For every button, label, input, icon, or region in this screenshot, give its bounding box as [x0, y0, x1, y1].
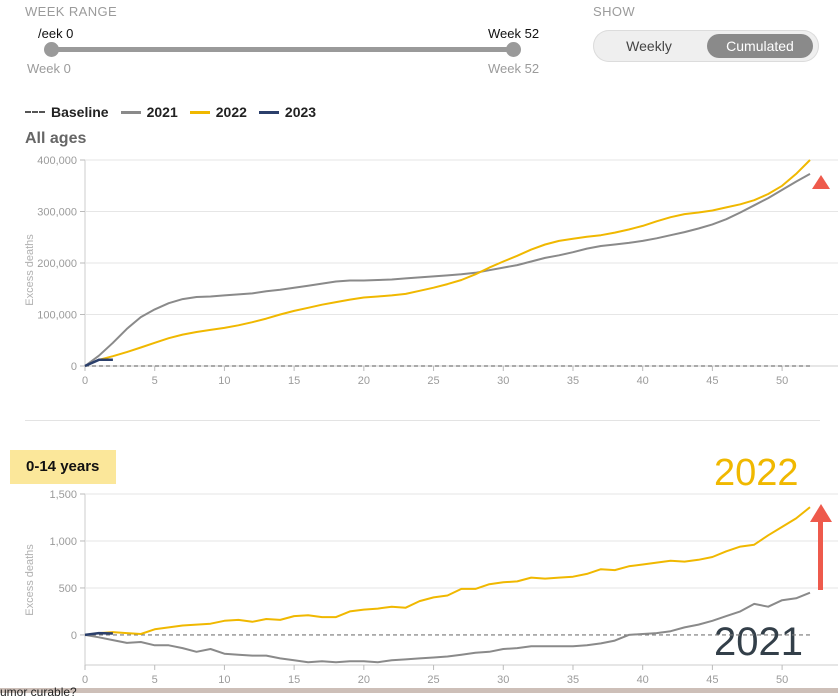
annotation-2021: 2021 [714, 620, 803, 664]
legend-swatch-2021 [120, 110, 141, 114]
x-tick-label: 35 [567, 674, 579, 686]
legend-item-2022[interactable]: 2022 [189, 104, 247, 120]
y-tick-label: 1,500 [49, 489, 77, 501]
legend-label: 2021 [146, 104, 178, 120]
toggle-cumulated[interactable]: Cumulated [707, 34, 813, 58]
x-tick-label: 10 [218, 375, 230, 387]
legend-item-2021[interactable]: 2021 [120, 104, 178, 120]
x-tick-label: 35 [567, 375, 579, 387]
x-tick-label: 45 [706, 375, 718, 387]
y-tick-label: 1,000 [49, 536, 77, 548]
legend: Baseline 2021 2022 2023 [25, 104, 316, 120]
slider-left-handle[interactable] [44, 42, 59, 57]
y-tick-label: 300,000 [37, 207, 77, 219]
annotation-2022: 2022 [714, 452, 799, 494]
series-line-2022 [98, 506, 811, 635]
x-tick-label: 20 [358, 674, 370, 686]
y-tick-label: 100,000 [37, 310, 77, 322]
x-tick-label: 15 [288, 674, 300, 686]
x-tick-label: 40 [637, 674, 649, 686]
chart1-title: All ages [25, 130, 87, 147]
x-tick-label: 40 [637, 375, 649, 387]
y-tick-label: 500 [59, 583, 77, 595]
x-tick-label: 50 [776, 674, 788, 686]
x-tick-label: 0 [82, 674, 88, 686]
y-tick-label: 0 [71, 361, 77, 373]
legend-item-2023[interactable]: 2023 [258, 104, 317, 120]
series-line-2023 [84, 358, 113, 368]
bottom-strip [0, 688, 838, 693]
show-label: SHOW [593, 4, 636, 19]
toggle-weekly[interactable]: Weekly [626, 38, 672, 54]
y-tick-label: 200,000 [37, 258, 77, 270]
legend-swatch-2022 [189, 110, 210, 114]
slider-left-value: /eek 0 [38, 26, 74, 41]
series-line-2021 [84, 173, 811, 367]
x-tick-label: 50 [776, 375, 788, 387]
week-range-slider-track[interactable] [51, 47, 514, 52]
y-tick-label: 0 [71, 630, 77, 642]
x-tick-label: 25 [427, 375, 439, 387]
slider-right-value: Week 52 [488, 26, 540, 41]
y-tick-label: 400,000 [37, 155, 77, 167]
y-axis-label: Excess deaths [24, 234, 36, 306]
x-tick-label: 5 [152, 674, 158, 686]
week-range-label: WEEK RANGE [25, 4, 118, 19]
series-line-2023 [84, 631, 113, 637]
slider-right-handle[interactable] [506, 42, 521, 57]
x-tick-label: 10 [218, 674, 230, 686]
slider-left-sub: Week 0 [27, 61, 71, 76]
x-tick-label: 5 [152, 375, 158, 387]
x-tick-label: 25 [427, 674, 439, 686]
legend-swatch-baseline [25, 111, 45, 113]
x-tick-label: 30 [497, 674, 509, 686]
x-tick-label: 20 [358, 375, 370, 387]
long-up-arrow-icon [810, 504, 832, 590]
slider-right-sub: Week 52 [488, 61, 540, 76]
x-tick-label: 0 [82, 375, 88, 387]
x-tick-label: 15 [288, 375, 300, 387]
bottom-cut-text: umor curable? [0, 685, 77, 699]
view-toggle[interactable]: Weekly Cumulated [593, 30, 819, 62]
up-arrow-icon [812, 175, 830, 189]
legend-label: Baseline [51, 104, 109, 120]
chart-0-14-years: 0 500 1,000 1,500 0 5 10 15 20 25 30 35 40 45 50 Excess… [24, 489, 838, 686]
legend-label: 2022 [215, 104, 247, 120]
x-tick-label: 30 [497, 375, 509, 387]
series-line-2021 [84, 591, 811, 664]
y-axis-label: Excess deaths [24, 544, 36, 616]
x-tick-label: 45 [706, 674, 718, 686]
series-line-2022 [98, 159, 811, 361]
legend-item-baseline[interactable]: Baseline [25, 104, 109, 120]
chart-all-ages: 0 100,000 200,000 300,000 400,000 0 5 10 15 20 25 3… [24, 155, 838, 387]
legend-label: 2023 [284, 104, 317, 120]
legend-swatch-2023 [258, 110, 279, 114]
section-divider [25, 420, 820, 421]
chart2-title-badge: 0-14 years [10, 450, 116, 484]
